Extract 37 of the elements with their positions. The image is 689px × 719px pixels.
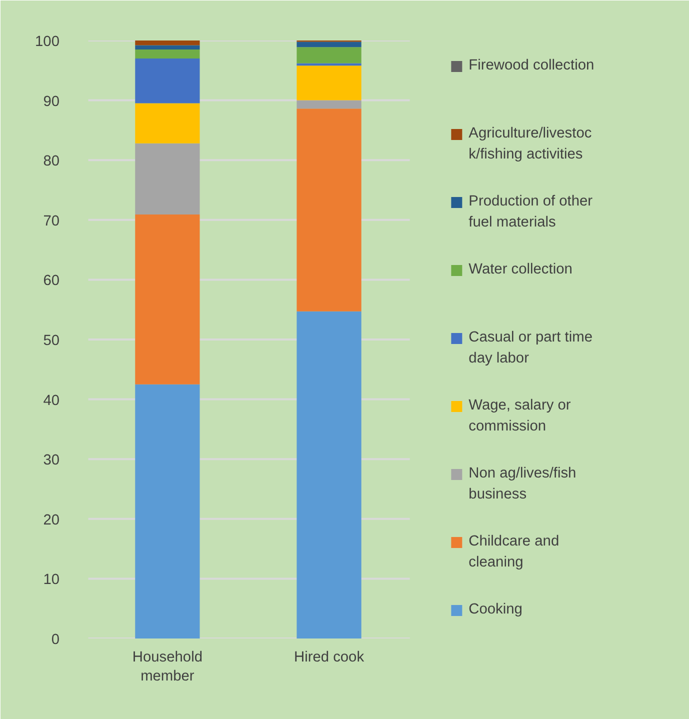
legend-label: Wage, salary or commission — [468, 398, 571, 434]
bar — [296, 47, 362, 64]
y-tick-label: 100 — [35, 34, 60, 50]
bar — [135, 49, 200, 58]
legend-label: Firewood collection — [468, 58, 594, 74]
y-tick-label: 70 — [43, 213, 60, 230]
y-tick-label: 30 — [43, 452, 60, 469]
legend-label: Childcare and cleaning — [468, 534, 560, 570]
bar — [135, 103, 200, 144]
bar — [296, 42, 362, 48]
bar — [135, 58, 200, 104]
legend-label: Non ag/lives/fish business — [468, 466, 576, 502]
bar — [296, 108, 362, 312]
legend-label: Casual or part time day labor — [468, 330, 592, 366]
y-tick-label: 60 — [43, 273, 60, 290]
x-tick-label: Hired cook — [294, 650, 365, 666]
y-tick-label: 40 — [43, 392, 60, 409]
y-tick-label: 0 — [51, 632, 60, 648]
bar — [135, 143, 200, 215]
bar — [296, 66, 362, 100]
bar — [135, 45, 200, 50]
y-tick-label: 90 — [43, 94, 60, 110]
y-tick-label: 80 — [43, 154, 60, 170]
y-tick-label: 20 — [43, 512, 60, 528]
bar — [135, 214, 200, 384]
legend-label: Cooking — [468, 602, 522, 618]
bar — [135, 40, 200, 46]
bar — [135, 384, 200, 638]
bar — [296, 63, 362, 66]
y-tick-label: 10 — [43, 572, 60, 588]
bar — [296, 100, 362, 109]
legend-label: Production of other fuel materials — [468, 194, 593, 230]
legend-label: Agriculture/livestock/fishing activities — [468, 126, 592, 162]
legend-label: Water collection — [468, 262, 572, 278]
y-tick-label: 50 — [43, 333, 60, 349]
bar — [296, 311, 362, 638]
x-tick-label: Household member — [132, 650, 202, 685]
